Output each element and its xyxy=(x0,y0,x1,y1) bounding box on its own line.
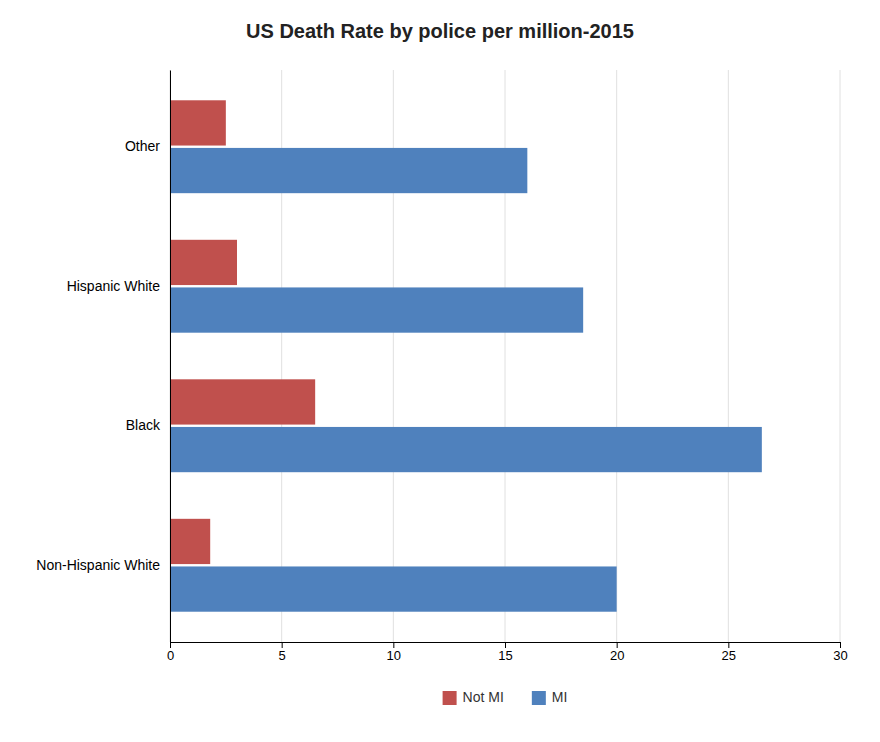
x-tick-mark xyxy=(617,642,618,648)
legend-label: Not MI xyxy=(463,689,504,705)
x-tick: 5 xyxy=(279,642,286,663)
x-tick-label: 25 xyxy=(722,648,736,663)
y-tick: Hispanic White xyxy=(67,278,161,294)
legend-label: MI xyxy=(552,689,568,705)
title: US Death Rate by police per million-2015 xyxy=(246,20,634,42)
y-tick-label: Other xyxy=(125,138,160,154)
x-tick-label: 5 xyxy=(279,648,286,663)
y-tick: Non-Hispanic White xyxy=(36,557,160,573)
grid-line xyxy=(170,70,171,642)
x-tick-mark xyxy=(840,642,841,648)
bar xyxy=(170,379,315,424)
x-tick: 20 xyxy=(610,642,624,663)
y-tick-label: Black xyxy=(126,417,161,433)
x-tick: 0 xyxy=(167,642,174,663)
x-tick-label: 0 xyxy=(167,648,174,663)
y-axis: Non-Hispanic White Black Hispanic White Oth… xyxy=(36,71,170,643)
x-tick-label: 30 xyxy=(833,648,847,663)
grid-line xyxy=(728,70,729,642)
bar xyxy=(170,100,226,145)
legend-item: MI xyxy=(532,689,568,705)
x-tick: 25 xyxy=(722,642,736,663)
x-tick: 10 xyxy=(387,642,401,663)
legend-swatch xyxy=(443,691,457,705)
bars xyxy=(170,100,762,611)
bar xyxy=(170,519,210,564)
x-tick-mark xyxy=(505,642,506,648)
x-tick-mark xyxy=(282,642,283,648)
x-axis: 0 5 10 15 20 25 30 xyxy=(167,642,848,663)
chart: US Death Rate by police per million-2015… xyxy=(0,0,880,742)
bar xyxy=(170,427,762,472)
x-axis-line xyxy=(171,643,841,649)
grid-line xyxy=(616,70,617,642)
y-axis-line xyxy=(170,71,171,643)
grid xyxy=(170,70,840,642)
legend-item: Not MI xyxy=(443,689,504,705)
y-tick: Other xyxy=(125,138,160,154)
x-tick-label: 10 xyxy=(387,648,401,663)
y-tick-label: Hispanic White xyxy=(67,278,161,294)
x-tick-mark xyxy=(393,642,394,648)
y-tick-label: Non-Hispanic White xyxy=(36,557,160,573)
legend-swatch xyxy=(532,691,546,705)
bar xyxy=(170,148,527,193)
legend: Not MI MI xyxy=(443,689,568,705)
x-tick-label: 20 xyxy=(610,648,624,663)
x-tick-mark xyxy=(170,642,171,648)
bar xyxy=(170,566,617,611)
x-tick-label: 15 xyxy=(498,648,512,663)
bar xyxy=(170,287,583,332)
x-tick: 30 xyxy=(833,642,847,663)
plot: 0 5 10 15 20 25 30 Non-Hispanic White Black Hispa… xyxy=(36,70,847,663)
y-tick: Black xyxy=(126,417,161,433)
bar xyxy=(170,240,237,285)
x-tick: 15 xyxy=(498,642,512,663)
x-tick-mark xyxy=(728,642,729,648)
grid-line xyxy=(840,70,841,642)
